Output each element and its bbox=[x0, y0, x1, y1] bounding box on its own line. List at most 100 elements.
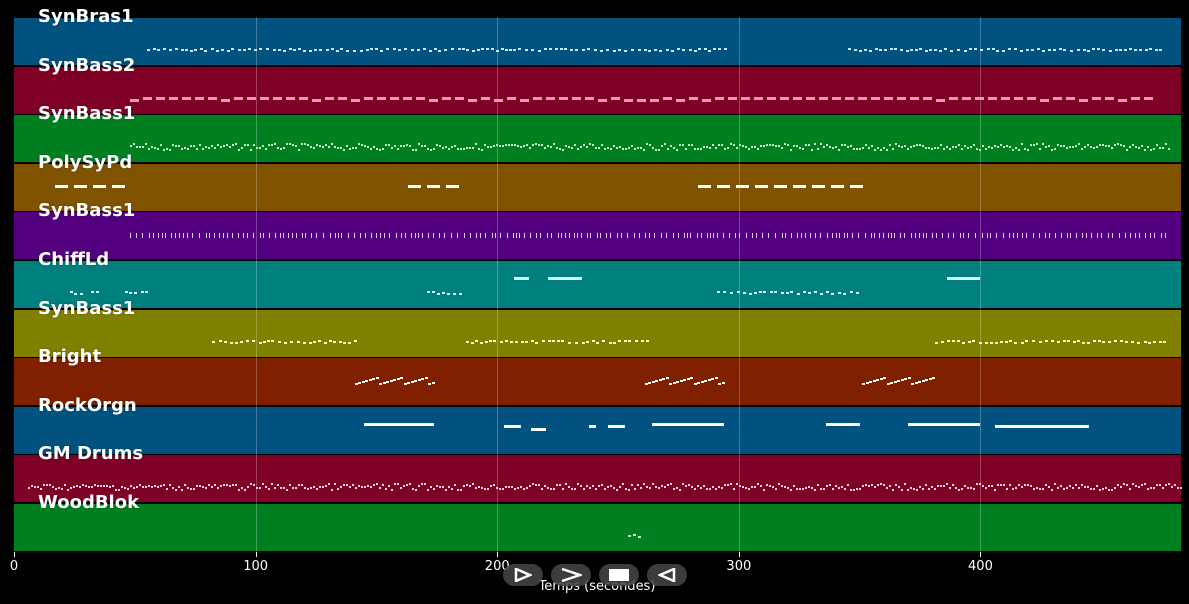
note bbox=[456, 148, 459, 150]
note bbox=[495, 144, 498, 146]
note bbox=[561, 340, 565, 342]
note bbox=[931, 233, 934, 238]
note bbox=[672, 147, 675, 149]
note bbox=[633, 233, 636, 238]
note bbox=[747, 148, 750, 150]
note bbox=[699, 148, 702, 150]
note bbox=[220, 49, 224, 51]
note bbox=[795, 145, 798, 147]
note bbox=[194, 49, 198, 51]
note bbox=[713, 48, 717, 50]
note bbox=[535, 484, 538, 486]
note bbox=[634, 488, 637, 490]
note bbox=[716, 185, 730, 188]
note bbox=[1086, 144, 1089, 146]
note bbox=[386, 48, 390, 50]
stop-button[interactable] bbox=[599, 564, 639, 586]
rewind-button[interactable] bbox=[647, 564, 687, 586]
note bbox=[820, 293, 824, 295]
note bbox=[900, 146, 903, 148]
note bbox=[709, 233, 712, 238]
note bbox=[1164, 233, 1167, 238]
note bbox=[333, 146, 336, 148]
note bbox=[365, 380, 369, 382]
note bbox=[284, 342, 288, 344]
note bbox=[49, 484, 52, 486]
note bbox=[192, 145, 195, 147]
note bbox=[826, 485, 829, 487]
note bbox=[441, 147, 444, 149]
note bbox=[632, 534, 636, 536]
note bbox=[443, 233, 446, 238]
note bbox=[586, 233, 589, 238]
note bbox=[1057, 487, 1060, 489]
note bbox=[485, 341, 489, 343]
note bbox=[882, 233, 885, 238]
note bbox=[142, 486, 145, 488]
note bbox=[360, 144, 363, 146]
note bbox=[253, 484, 256, 486]
note bbox=[886, 383, 890, 385]
note bbox=[79, 486, 82, 488]
note bbox=[288, 48, 292, 50]
forward-button[interactable] bbox=[551, 564, 591, 586]
note bbox=[405, 144, 408, 146]
note bbox=[787, 487, 790, 489]
note bbox=[219, 146, 222, 148]
note bbox=[712, 486, 715, 488]
note bbox=[369, 48, 373, 50]
note bbox=[353, 50, 357, 52]
note bbox=[907, 489, 910, 491]
note bbox=[914, 49, 918, 51]
note bbox=[1001, 50, 1005, 52]
note bbox=[978, 149, 981, 151]
note bbox=[655, 486, 658, 488]
note bbox=[37, 486, 40, 488]
note bbox=[901, 489, 904, 491]
note bbox=[1039, 99, 1049, 102]
note bbox=[925, 233, 928, 238]
note bbox=[224, 341, 228, 343]
note bbox=[208, 233, 211, 238]
note bbox=[889, 485, 892, 487]
note bbox=[94, 484, 97, 486]
note bbox=[268, 488, 271, 490]
note bbox=[922, 488, 925, 490]
note bbox=[589, 233, 592, 238]
note bbox=[706, 233, 709, 238]
note bbox=[1012, 488, 1015, 490]
note bbox=[417, 49, 421, 51]
note bbox=[574, 488, 577, 490]
note bbox=[238, 489, 241, 491]
note bbox=[1082, 342, 1086, 344]
note bbox=[343, 484, 346, 486]
note bbox=[129, 99, 139, 102]
note bbox=[205, 233, 208, 238]
note bbox=[1111, 489, 1114, 491]
note bbox=[763, 489, 766, 491]
note bbox=[1122, 145, 1125, 147]
note bbox=[976, 483, 979, 485]
note bbox=[91, 291, 95, 293]
play-button[interactable] bbox=[503, 564, 543, 586]
note bbox=[630, 145, 633, 147]
note bbox=[331, 48, 335, 50]
note bbox=[339, 341, 343, 343]
note bbox=[414, 233, 417, 238]
note bbox=[830, 185, 844, 188]
note bbox=[409, 483, 412, 485]
note bbox=[501, 145, 504, 147]
note bbox=[261, 145, 264, 147]
note bbox=[357, 143, 360, 145]
note bbox=[793, 485, 796, 487]
note bbox=[457, 489, 460, 491]
note bbox=[1089, 146, 1092, 148]
note bbox=[204, 50, 208, 52]
note bbox=[589, 425, 597, 428]
note bbox=[784, 486, 787, 488]
note bbox=[463, 485, 466, 487]
note bbox=[386, 381, 390, 383]
note bbox=[818, 97, 828, 100]
note bbox=[213, 147, 216, 149]
note bbox=[693, 50, 697, 52]
